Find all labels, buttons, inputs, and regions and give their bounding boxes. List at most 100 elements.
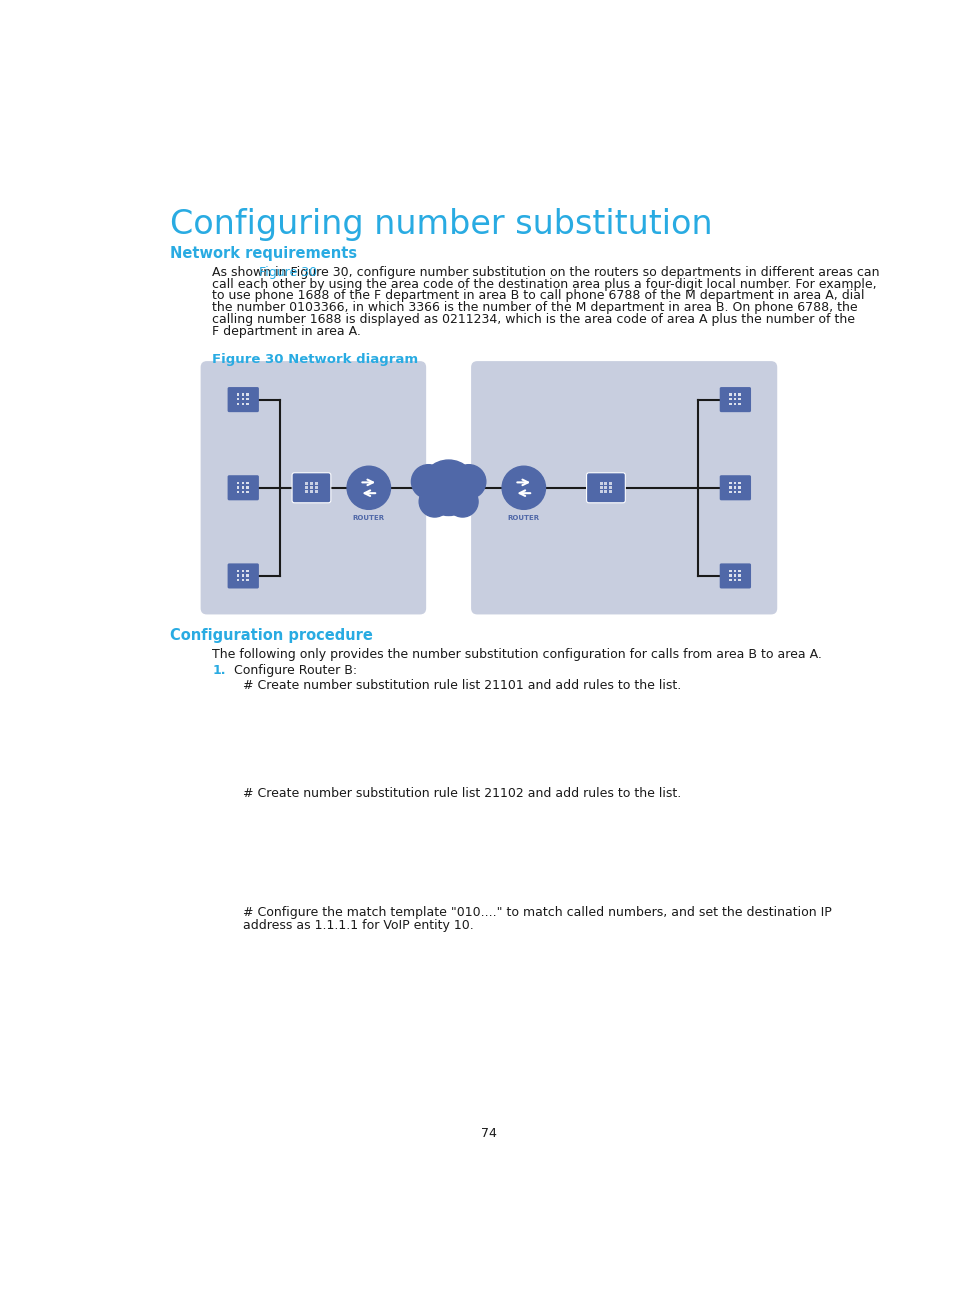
Bar: [728, 403, 731, 404]
Text: # Configure the match template "010...." to match called numbers, and set the de: # Configure the match template "010...."…: [243, 906, 831, 919]
Bar: [738, 491, 740, 494]
Bar: [738, 486, 740, 489]
Circle shape: [418, 486, 450, 517]
Bar: [310, 486, 313, 490]
Bar: [733, 482, 736, 483]
Text: # Create number substitution rule list 21102 and add rules to the list.: # Create number substitution rule list 2…: [243, 787, 680, 800]
Circle shape: [347, 467, 390, 509]
Bar: [246, 403, 249, 404]
Bar: [608, 486, 612, 490]
Bar: [599, 486, 602, 490]
Text: F department in area A.: F department in area A.: [212, 325, 361, 338]
Bar: [733, 570, 736, 572]
Text: Network requirements: Network requirements: [170, 246, 356, 262]
Bar: [236, 570, 239, 572]
Text: The following only provides the number substitution configuration for calls from: The following only provides the number s…: [212, 648, 821, 661]
Bar: [246, 491, 249, 494]
Text: ROUTER: ROUTER: [353, 516, 384, 521]
Bar: [241, 482, 244, 483]
Bar: [236, 579, 239, 582]
Bar: [604, 490, 607, 494]
Bar: [733, 486, 736, 489]
Bar: [738, 570, 740, 572]
Bar: [246, 486, 249, 489]
Text: 74: 74: [480, 1128, 497, 1140]
Bar: [314, 486, 317, 490]
Bar: [236, 482, 239, 483]
Bar: [738, 394, 740, 395]
Bar: [246, 398, 249, 400]
Bar: [305, 482, 308, 486]
Bar: [728, 570, 731, 572]
FancyBboxPatch shape: [200, 362, 426, 614]
Text: ROUTER: ROUTER: [507, 516, 539, 521]
Bar: [236, 574, 239, 577]
Bar: [246, 579, 249, 582]
Bar: [608, 482, 612, 486]
FancyBboxPatch shape: [228, 388, 258, 412]
Circle shape: [411, 465, 445, 499]
Bar: [241, 403, 244, 404]
FancyBboxPatch shape: [292, 473, 331, 503]
Bar: [310, 490, 313, 494]
Bar: [733, 403, 736, 404]
Bar: [241, 579, 244, 582]
Bar: [733, 491, 736, 494]
Text: Figure 30 Network diagram: Figure 30 Network diagram: [212, 354, 418, 367]
Text: As shown in Figure 30, configure number substitution on the routers so departmen: As shown in Figure 30, configure number …: [212, 266, 879, 279]
Bar: [236, 403, 239, 404]
Bar: [728, 398, 731, 400]
Bar: [246, 574, 249, 577]
Text: call each other by using the area code of the destination area plus a four-digit: call each other by using the area code o…: [212, 277, 876, 290]
Bar: [738, 398, 740, 400]
Circle shape: [447, 486, 477, 517]
Bar: [305, 486, 308, 490]
Bar: [733, 579, 736, 582]
Bar: [246, 394, 249, 395]
FancyBboxPatch shape: [471, 362, 777, 614]
Circle shape: [501, 467, 545, 509]
Bar: [310, 482, 313, 486]
Bar: [305, 490, 308, 494]
Bar: [733, 574, 736, 577]
Bar: [246, 570, 249, 572]
Circle shape: [452, 465, 485, 499]
Text: address as 1.1.1.1 for VoIP entity 10.: address as 1.1.1.1 for VoIP entity 10.: [243, 919, 474, 932]
Text: Configuration procedure: Configuration procedure: [170, 629, 372, 643]
Bar: [241, 570, 244, 572]
Bar: [599, 482, 602, 486]
Bar: [241, 491, 244, 494]
Text: to use phone 1688 of the F department in area B to call phone 6788 of the M depa: to use phone 1688 of the F department in…: [212, 289, 863, 302]
Bar: [236, 491, 239, 494]
Text: calling number 1688 is displayed as 0211234, which is the area code of area A pl: calling number 1688 is displayed as 0211…: [212, 314, 854, 327]
Bar: [728, 491, 731, 494]
Bar: [728, 579, 731, 582]
Text: 1.: 1.: [212, 664, 226, 677]
Text: # Create number substitution rule list 21101 and add rules to the list.: # Create number substitution rule list 2…: [243, 679, 680, 692]
FancyBboxPatch shape: [586, 473, 624, 503]
Bar: [314, 482, 317, 486]
Bar: [728, 394, 731, 395]
FancyBboxPatch shape: [719, 564, 750, 588]
Bar: [738, 482, 740, 483]
Bar: [733, 398, 736, 400]
Bar: [236, 398, 239, 400]
Bar: [738, 574, 740, 577]
FancyBboxPatch shape: [228, 564, 258, 588]
Text: Configuring number substitution: Configuring number substitution: [170, 207, 712, 241]
Bar: [738, 403, 740, 404]
Bar: [236, 486, 239, 489]
FancyBboxPatch shape: [228, 476, 258, 500]
Bar: [728, 482, 731, 483]
Text: Configure Router B:: Configure Router B:: [233, 664, 356, 677]
Bar: [733, 394, 736, 395]
FancyBboxPatch shape: [719, 388, 750, 412]
Bar: [241, 394, 244, 395]
Bar: [738, 579, 740, 582]
Circle shape: [420, 460, 476, 516]
FancyBboxPatch shape: [719, 476, 750, 500]
Bar: [246, 482, 249, 483]
Bar: [241, 398, 244, 400]
Bar: [728, 574, 731, 577]
Text: Figure 30: Figure 30: [259, 266, 317, 279]
